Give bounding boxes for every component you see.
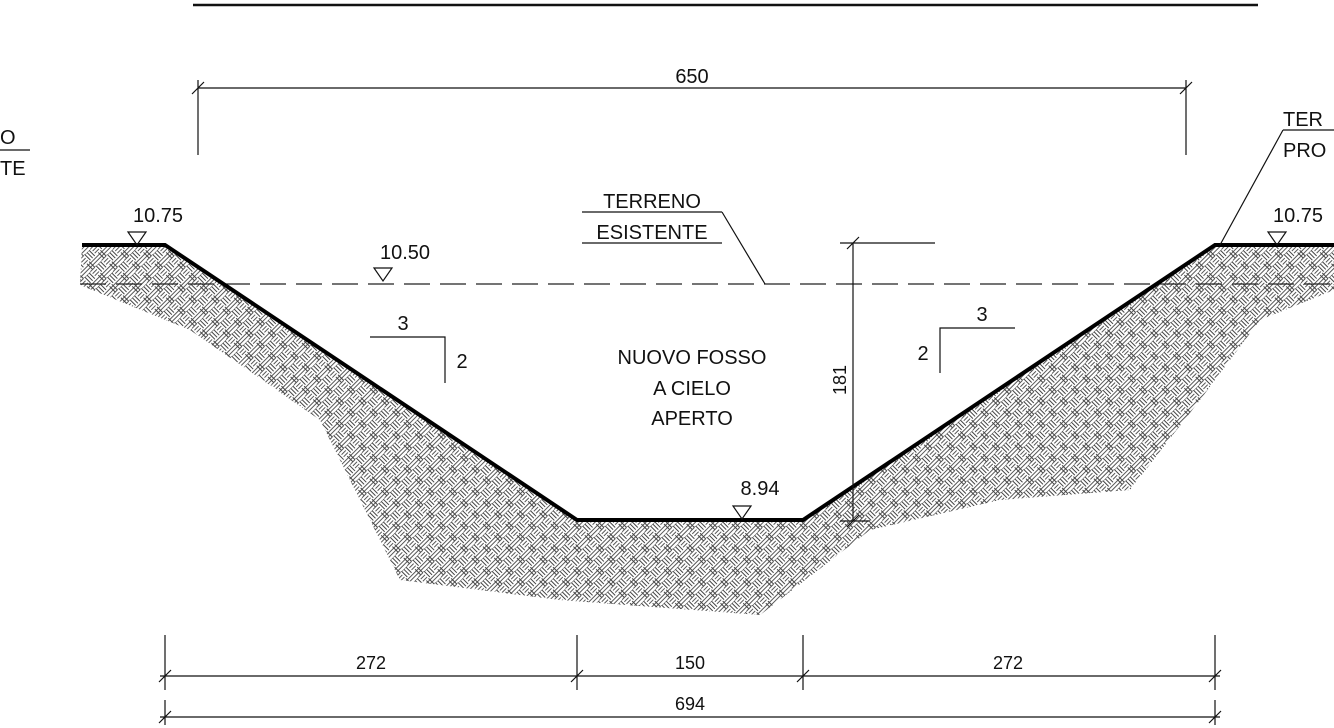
partial-label: O (0, 127, 16, 149)
slope-label: 2 (456, 351, 467, 373)
dimension-label: 272 (993, 653, 1023, 673)
elevation-label: 10.75 (1273, 205, 1323, 227)
terrain-label: TERRENO (603, 191, 701, 213)
partial-label: PRO (1283, 140, 1326, 162)
dimension-label: 694 (675, 694, 705, 714)
slope-label: 3 (397, 313, 408, 335)
channel-label: A CIELO (653, 378, 731, 400)
slope-label: 3 (976, 304, 987, 326)
elevation-label: 8.94 (741, 478, 780, 500)
elevation-label: 10.50 (380, 242, 430, 264)
dimension-label: 272 (356, 653, 386, 673)
partial-label: TER (1283, 109, 1323, 131)
dimension-label: 650 (675, 66, 708, 88)
partial-label: TE (0, 158, 26, 180)
dimension-label: 181 (830, 365, 850, 395)
soil-hatch (80, 245, 1334, 615)
channel-profile (82, 243, 1334, 522)
elevation-label: 10.75 (133, 205, 183, 227)
channel-label: NUOVO FOSSO (618, 347, 767, 369)
dimension-lines (0, 80, 1334, 725)
slope-label: 2 (917, 343, 928, 365)
dimension-label: 150 (675, 653, 705, 673)
channel-label: APERTO (651, 408, 733, 430)
terrain-label: ESISTENTE (596, 222, 707, 244)
